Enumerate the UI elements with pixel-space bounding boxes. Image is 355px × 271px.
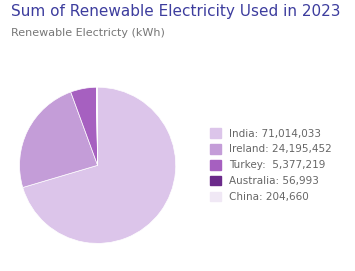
Legend: India: 71,014,033, Ireland: 24,195,452, Turkey:  5,377,219, Australia: 56,993, C: India: 71,014,033, Ireland: 24,195,452, … (210, 128, 332, 202)
Wedge shape (20, 92, 98, 188)
Wedge shape (97, 87, 98, 165)
Text: Renewable Electricty (kWh): Renewable Electricty (kWh) (11, 28, 164, 38)
Text: Sum of Renewable Electricity Used in 2023: Sum of Renewable Electricity Used in 202… (11, 4, 340, 19)
Wedge shape (71, 87, 98, 165)
Wedge shape (96, 87, 98, 165)
Wedge shape (23, 87, 176, 243)
